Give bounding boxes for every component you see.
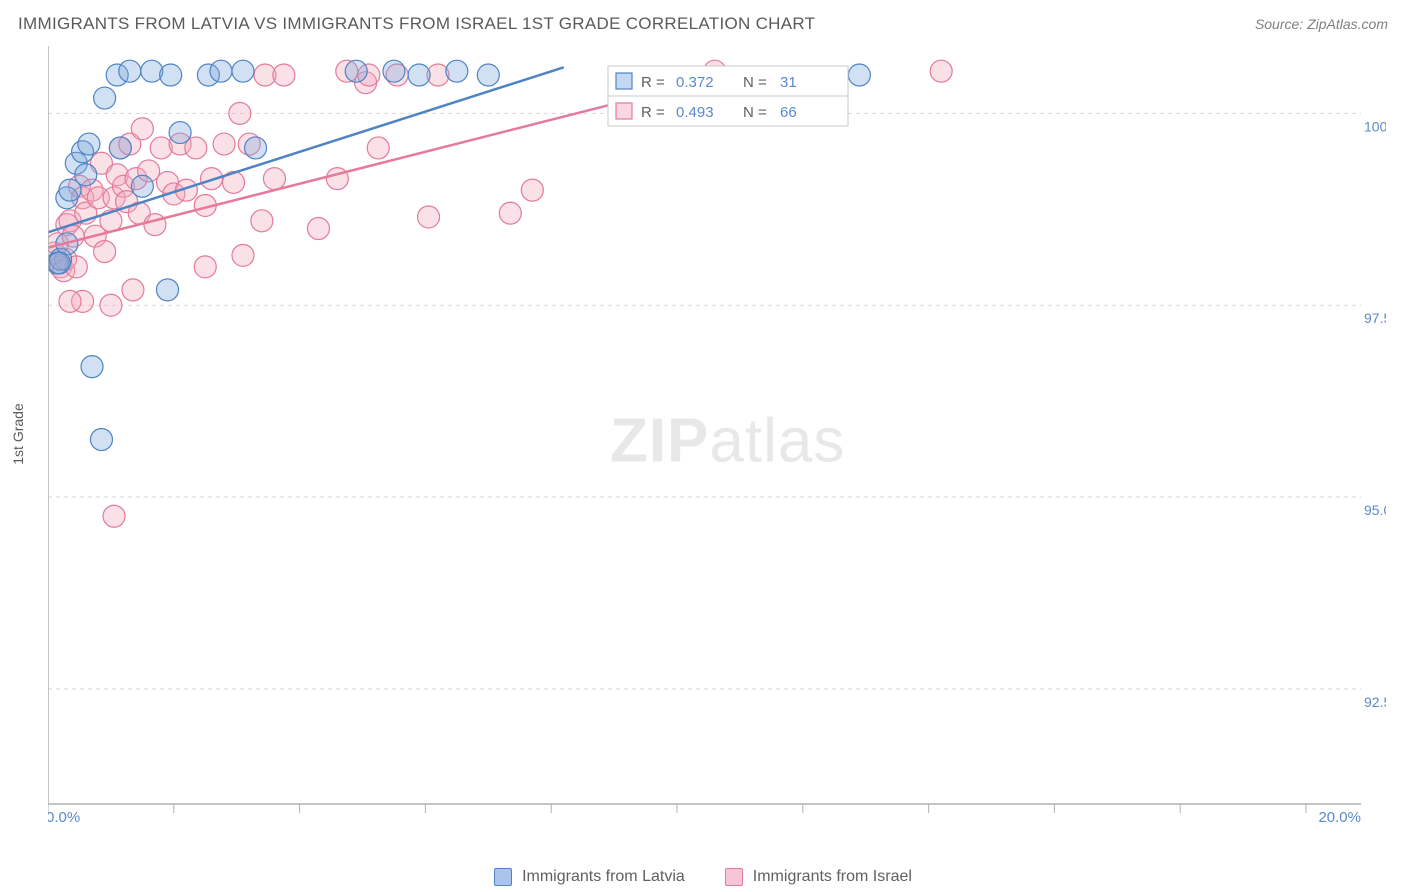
data-point [169, 122, 191, 144]
data-point [150, 137, 172, 159]
data-point [273, 64, 295, 86]
y-axis-label: 1st Grade [10, 403, 26, 464]
data-point [930, 60, 952, 82]
source-label: Source: ZipAtlas.com [1255, 16, 1388, 32]
data-point [383, 60, 405, 82]
source-name: ZipAtlas.com [1307, 16, 1388, 32]
y-tick-label: 97.5% [1364, 310, 1386, 326]
stat-r-label: R = [641, 74, 665, 91]
stat-n-value: 31 [780, 74, 797, 91]
data-point [48, 252, 70, 274]
data-point [194, 256, 216, 278]
stat-r-value: 0.372 [676, 74, 714, 91]
data-point [307, 217, 329, 239]
header: IMMIGRANTS FROM LATVIA VS IMMIGRANTS FRO… [0, 0, 1406, 44]
stat-n-label: N = [743, 104, 767, 121]
legend-swatch [494, 868, 512, 886]
legend-swatch [616, 103, 632, 119]
data-point [94, 241, 116, 263]
data-point [94, 87, 116, 109]
data-point [109, 137, 131, 159]
data-point [251, 210, 273, 232]
data-point [232, 244, 254, 266]
data-point [75, 164, 97, 186]
data-point [103, 505, 125, 527]
data-point [232, 60, 254, 82]
data-point [78, 133, 100, 155]
data-point [263, 168, 285, 190]
data-point [81, 356, 103, 378]
data-point [418, 206, 440, 228]
data-point [144, 214, 166, 236]
data-point [122, 279, 144, 301]
legend-label: Immigrants from Israel [753, 868, 912, 886]
chart-area: 1st Grade ZIPatlas92.5%95.0%97.5%100.0%0… [48, 44, 1386, 824]
data-point [848, 64, 870, 86]
watermark: ZIPatlas [610, 406, 845, 475]
data-point [213, 133, 235, 155]
data-point [59, 290, 81, 312]
source-prefix: Source: [1255, 16, 1307, 32]
data-point [90, 429, 112, 451]
x-tick-label: 20.0% [1318, 809, 1361, 824]
data-point [210, 60, 232, 82]
data-point [131, 118, 153, 140]
stat-r-label: R = [641, 104, 665, 121]
scatter-plot: ZIPatlas 92.5% 95.0% 97.5% 100.0% 0.0% 20.0% R … [48, 44, 1386, 824]
data-point [131, 175, 153, 197]
data-point [141, 60, 163, 82]
bottom-legend-item: Immigrants from Latvia [494, 868, 685, 886]
bottom-legend-item: Immigrants from Israel [725, 868, 912, 886]
chart-title: IMMIGRANTS FROM LATVIA VS IMMIGRANTS FRO… [18, 14, 815, 34]
data-point [345, 60, 367, 82]
stat-n-value: 66 [780, 104, 797, 121]
stat-r-value: 0.493 [676, 104, 714, 121]
y-tick-label: 92.5% [1364, 694, 1386, 710]
data-point [229, 102, 251, 124]
data-point [119, 60, 141, 82]
legend-swatch [616, 73, 632, 89]
data-point [245, 137, 267, 159]
data-point [367, 137, 389, 159]
data-point [160, 64, 182, 86]
data-point [157, 279, 179, 301]
data-point [499, 202, 521, 224]
data-point [446, 60, 468, 82]
y-tick-label: 100.0% [1364, 118, 1386, 134]
data-point [521, 179, 543, 201]
legend-label: Immigrants from Latvia [522, 868, 685, 886]
data-point [477, 64, 499, 86]
stat-n-label: N = [743, 74, 767, 91]
legend-swatch [725, 868, 743, 886]
bottom-legend: Immigrants from Latvia Immigrants from Is… [0, 868, 1406, 886]
y-tick-label: 95.0% [1364, 502, 1386, 518]
data-point [100, 294, 122, 316]
data-point [408, 64, 430, 86]
x-tick-label: 0.0% [48, 809, 80, 824]
